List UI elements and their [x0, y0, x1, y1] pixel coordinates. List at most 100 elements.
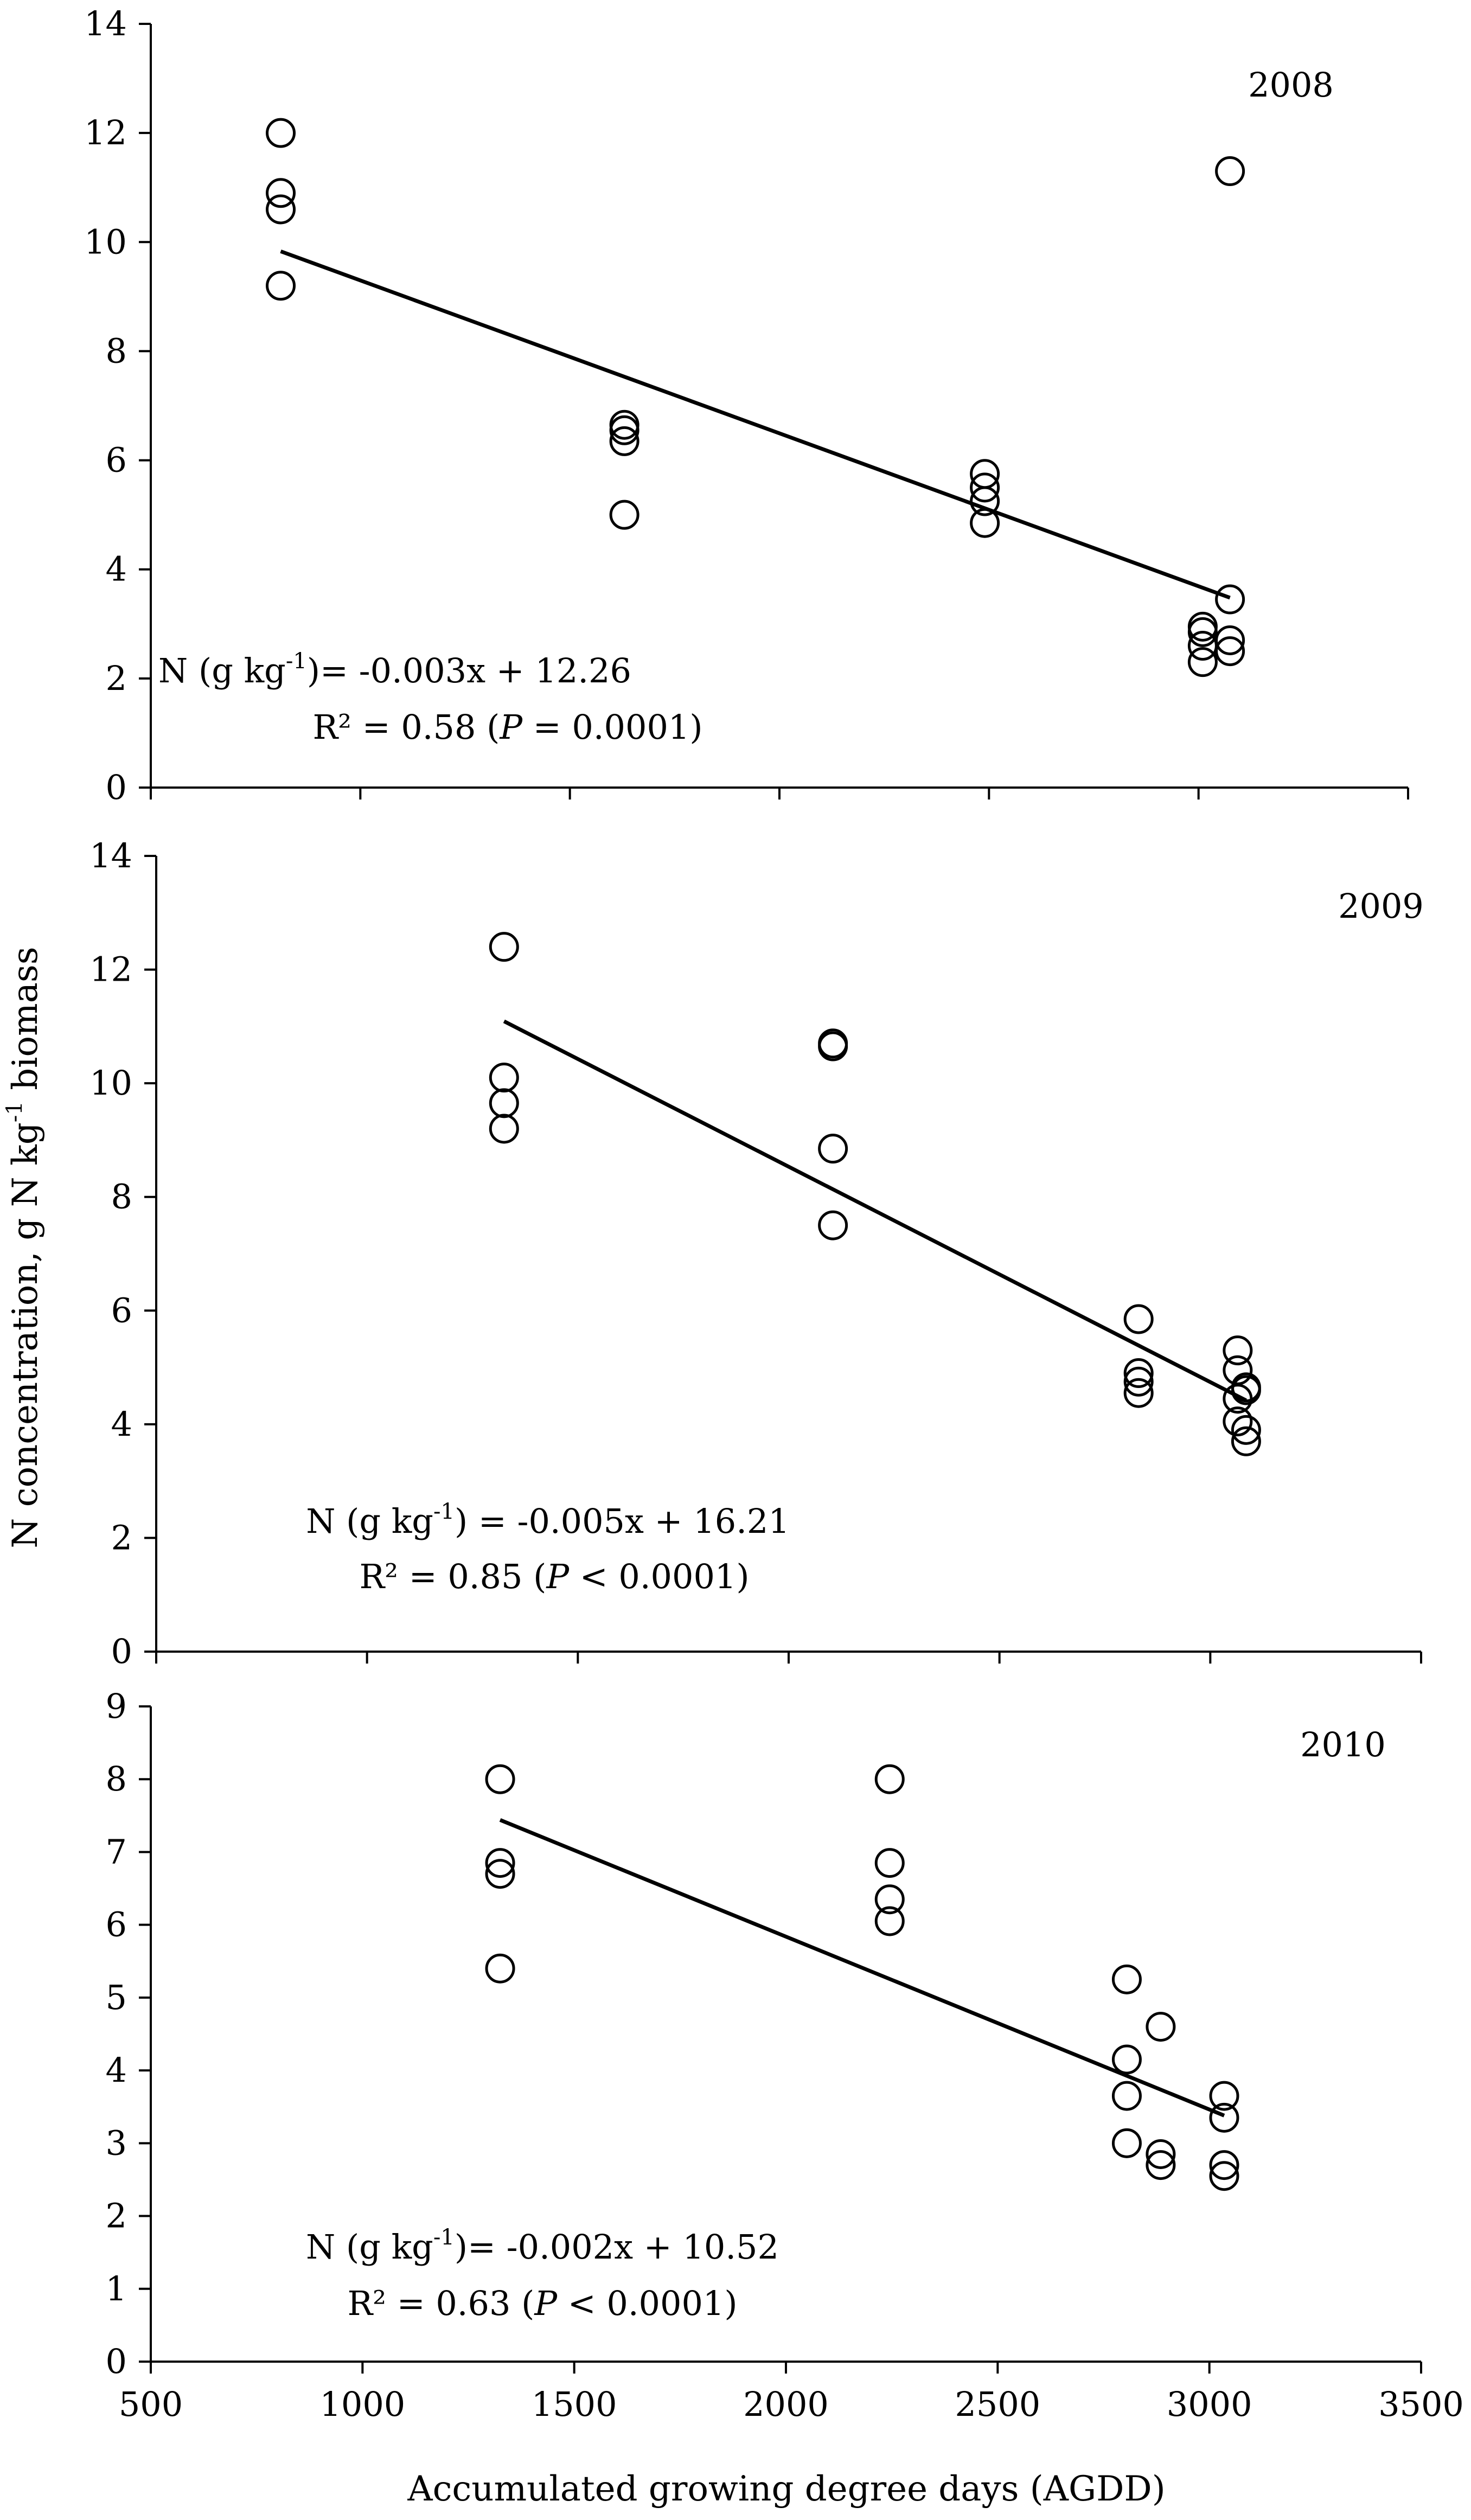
- trend-line: [503, 1019, 1247, 1402]
- data-point: [266, 178, 296, 208]
- data-point: [1215, 156, 1245, 187]
- y-tick-label: 8: [106, 331, 127, 370]
- regression-equation: N (g kg-1) = -0.005x + 16.21: [306, 1499, 790, 1541]
- y-tick-label: 0: [106, 767, 127, 807]
- data-point: [874, 1764, 905, 1794]
- data-point: [1209, 2102, 1239, 2133]
- y-tick-label: 6: [106, 1905, 127, 1945]
- y-tick-label: 14: [89, 836, 132, 875]
- x-tick-label: 3000: [1167, 2384, 1252, 2424]
- data-point: [485, 1859, 515, 1889]
- data-point: [818, 1210, 848, 1240]
- data-point: [1146, 2150, 1176, 2180]
- x-axis-title: Accumulated growing degree days (AGDD): [407, 2469, 1165, 2509]
- data-point: [266, 271, 296, 301]
- data-point: [489, 1114, 519, 1144]
- data-point: [1123, 1304, 1154, 1334]
- regression-equation: N (g kg-1)= -0.002x + 10.52: [306, 2225, 779, 2267]
- panel-2010: 2010 N (g kg-1)= -0.002x + 10.52 R² = 0.…: [106, 1686, 1464, 2424]
- data-point: [1231, 1426, 1261, 1456]
- data-point: [1146, 2139, 1176, 2169]
- data-point: [1187, 647, 1218, 677]
- y-axis-title: N concentration, g N kg-1 biomass: [2, 946, 46, 1548]
- data-point: [485, 1764, 515, 1794]
- y-tick-label: 2: [106, 2196, 127, 2236]
- data-point: [266, 194, 296, 225]
- x-tick-label: 500: [119, 2384, 183, 2424]
- data-point: [970, 508, 1000, 538]
- y-tick-label: 12: [84, 113, 127, 152]
- panel-2009: 2009 N (g kg-1) = -0.005x + 16.21 R² = 0…: [89, 836, 1424, 1671]
- data-point: [970, 486, 1000, 516]
- data-point: [485, 1953, 515, 1984]
- data-point: [1209, 2150, 1239, 2180]
- data-point: [874, 1906, 905, 1936]
- x-tick-label: 1500: [532, 2384, 617, 2424]
- y-tick-label: 1: [106, 2269, 127, 2308]
- y-tick-label: 9: [106, 1686, 127, 1726]
- data-point: [818, 1134, 848, 1164]
- x-tick-label: 2000: [743, 2384, 829, 2424]
- data-point: [489, 932, 519, 962]
- data-point: [485, 1848, 515, 1878]
- data-point: [1111, 1964, 1142, 1994]
- panel-year-label: 2010: [1300, 1725, 1386, 1764]
- y-tick-label: 6: [106, 440, 127, 480]
- data-point: [818, 1031, 848, 1061]
- y-tick-label: 2: [111, 1518, 132, 1557]
- data-point: [1215, 584, 1245, 615]
- data-point: [1231, 1415, 1261, 1445]
- y-tick-label: 10: [84, 222, 127, 261]
- data-point: [1209, 2081, 1239, 2111]
- y-tick-label: 3: [106, 2123, 127, 2163]
- data-point: [609, 410, 639, 440]
- r-squared-label: R² = 0.63 (P < 0.0001): [347, 2284, 737, 2323]
- y-tick-label: 8: [106, 1759, 127, 1799]
- x-tick-label: 3500: [1378, 2384, 1464, 2424]
- data-point: [1209, 2161, 1239, 2191]
- r-squared-label: R² = 0.58 (P = 0.0001): [312, 707, 702, 747]
- data-point: [1187, 617, 1218, 647]
- data-point: [1215, 636, 1245, 667]
- data-point: [874, 1848, 905, 1878]
- trend-line: [499, 1818, 1225, 2118]
- y-tick-label: 10: [89, 1063, 132, 1103]
- data-point: [970, 472, 1000, 503]
- data-point: [609, 415, 639, 445]
- data-point: [1231, 1375, 1261, 1405]
- data-point: [1111, 2044, 1142, 2075]
- data-point: [489, 1063, 519, 1093]
- data-point: [489, 1088, 519, 1118]
- data-point: [266, 118, 296, 148]
- y-tick-label: 8: [111, 1177, 132, 1217]
- y-tick-label: 4: [106, 549, 127, 589]
- data-point: [1223, 1406, 1253, 1437]
- data-point: [609, 426, 639, 456]
- y-tick-label: 4: [106, 2050, 127, 2090]
- y-tick-label: 4: [111, 1404, 132, 1444]
- y-tick-label: 14: [84, 4, 127, 43]
- x-tick-label: 2500: [955, 2384, 1040, 2424]
- y-tick-label: 0: [111, 1632, 132, 1671]
- y-tick-label: 5: [106, 1978, 127, 2017]
- data-point: [1215, 625, 1245, 655]
- panel-year-label: 2008: [1248, 65, 1334, 105]
- trend-line: [280, 250, 1231, 600]
- data-point: [609, 500, 639, 530]
- data-point: [1123, 1366, 1154, 1397]
- y-tick-label: 6: [111, 1290, 132, 1330]
- data-point: [1146, 2012, 1176, 2042]
- r-squared-label: R² = 0.85 (P < 0.0001): [359, 1557, 749, 1596]
- data-point: [874, 1884, 905, 1915]
- y-tick-label: 2: [106, 658, 127, 698]
- y-tick-label: 12: [89, 950, 132, 989]
- y-tick-label: 7: [106, 1832, 127, 1871]
- regression-equation: N (g kg-1)= -0.003x + 12.26: [158, 649, 631, 690]
- data-point: [1111, 2128, 1142, 2158]
- data-point: [1123, 1378, 1154, 1408]
- panel-2008: 2008 N (g kg-1)= -0.003x + 12.26 R² = 0.…: [84, 4, 1409, 807]
- x-tick-label: 1000: [319, 2384, 405, 2424]
- data-point: [1111, 2081, 1142, 2111]
- data-point: [1223, 1335, 1253, 1366]
